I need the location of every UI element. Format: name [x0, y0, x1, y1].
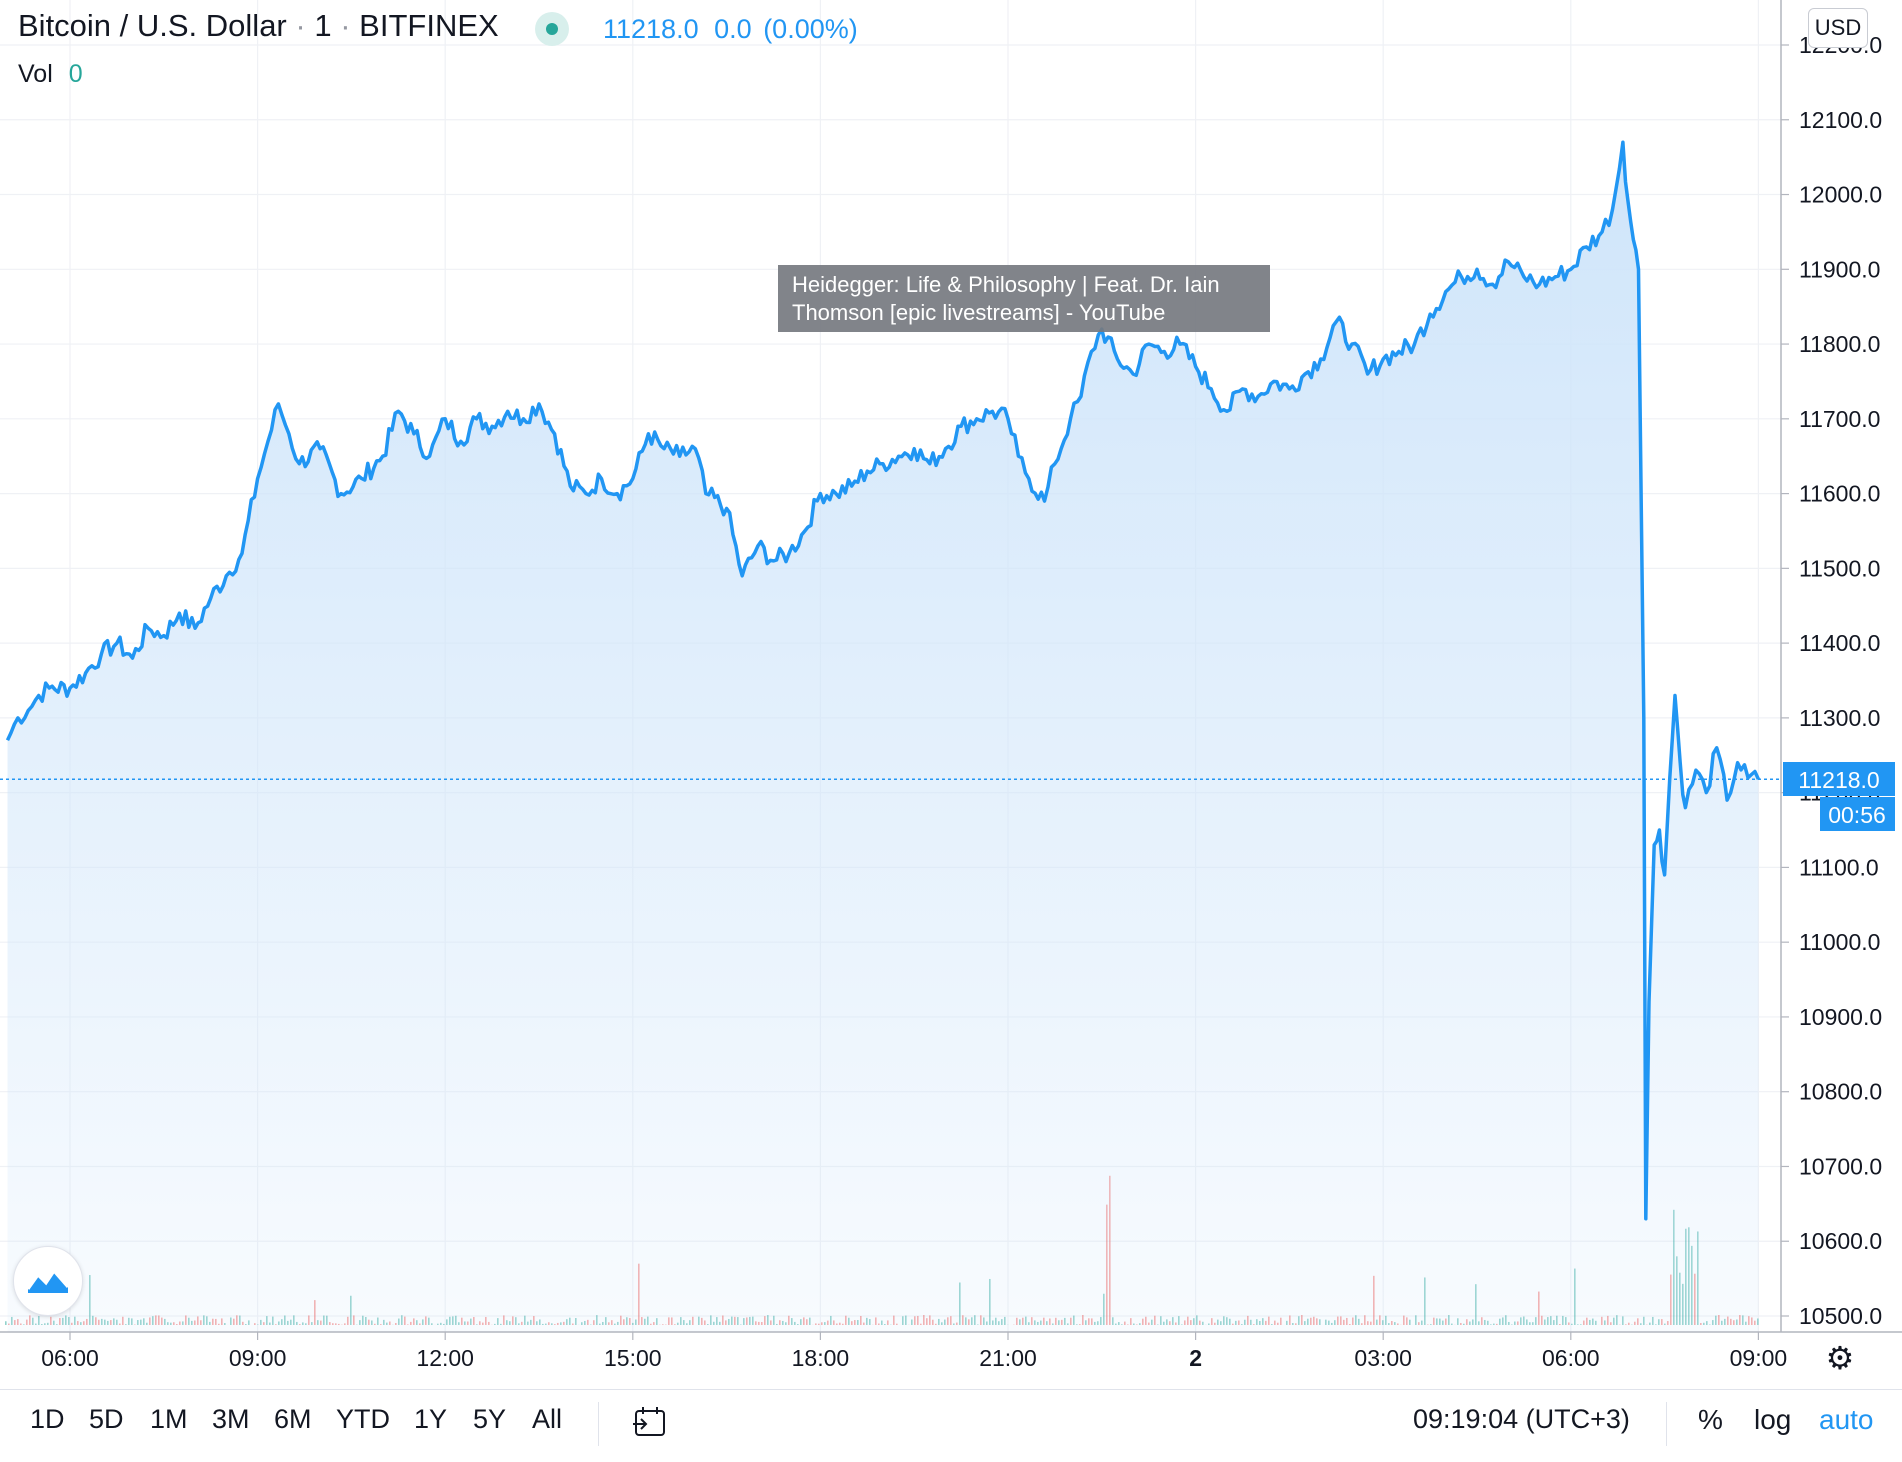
countdown-tag-value: 00:56 [1828, 802, 1886, 828]
y-tick-label: 11300.0 [1799, 705, 1880, 731]
header-separator: · [295, 8, 306, 43]
range-button-1m[interactable]: 1M [150, 1404, 188, 1434]
volume-bar [5, 1321, 7, 1325]
x-tick-label: 09:00 [229, 1345, 287, 1371]
x-tick-label: 03:00 [1354, 1345, 1412, 1371]
timezone-clock[interactable]: 09:19:04 (UTC+3) [1413, 1404, 1630, 1434]
y-tick-label: 10800.0 [1799, 1079, 1882, 1105]
x-tick-label: 2 [1189, 1345, 1202, 1371]
range-button-5d[interactable]: 5D [89, 1404, 124, 1434]
symbol-name: Bitcoin / U.S. Dollar [18, 8, 287, 43]
price-tag: 11218.0 00:56 [1783, 762, 1895, 831]
auto-scale-toggle[interactable]: auto [1819, 1404, 1874, 1435]
percent-scale-toggle[interactable]: % [1698, 1404, 1723, 1435]
tradingview-logo-icon[interactable] [13, 1246, 83, 1316]
market-status-icon[interactable] [535, 12, 569, 46]
last-price: 11218.0 [603, 14, 699, 44]
y-tick-label: 10900.0 [1799, 1004, 1882, 1030]
y-tick-label: 11500.0 [1799, 555, 1880, 581]
x-tick-label: 15:00 [604, 1345, 662, 1371]
range-button-1y[interactable]: 1Y [414, 1404, 448, 1434]
toolbar-divider [598, 1402, 599, 1446]
symbol-exchange: BITFINEX [359, 8, 499, 43]
x-tick-label: 12:00 [416, 1345, 474, 1371]
price-area-fill [7, 142, 1759, 1333]
price-chart[interactable]: 12200.012100.012000.011900.011800.011700… [0, 0, 1902, 1389]
tooltip-line-2: Thomson [epic livestreams] - YouTube [792, 300, 1166, 325]
volume-legend[interactable]: Vol 0 [18, 60, 83, 89]
y-tick-label: 11000.0 [1799, 929, 1880, 955]
y-tick-label: 11800.0 [1799, 331, 1880, 357]
x-tick-label: 06:00 [1542, 1345, 1600, 1371]
range-button-all[interactable]: All [532, 1404, 563, 1434]
y-tick-label: 11700.0 [1799, 406, 1880, 432]
currency-button[interactable]: USD [1808, 8, 1868, 48]
price-line [5, 140, 1760, 1221]
price-change-pct: (0.00%) [763, 14, 858, 44]
y-tick-label: 10500.0 [1799, 1303, 1882, 1329]
header-price: 11218.0 0.0 (0.00%) [603, 14, 858, 45]
x-tick-label: 06:00 [41, 1345, 99, 1371]
y-tick-label: 10600.0 [1799, 1228, 1882, 1254]
y-tick-label: 10700.0 [1799, 1153, 1882, 1179]
x-tick-label: 09:00 [1730, 1345, 1788, 1371]
range-button-1d[interactable]: 1D [30, 1404, 65, 1434]
price-tag-value: 11218.0 [1798, 767, 1879, 793]
calendar-goto-icon[interactable] [630, 1402, 670, 1442]
symbol-header[interactable]: Bitcoin / U.S. Dollar · 1 · BITFINEX [18, 8, 499, 44]
range-button-5y[interactable]: 5Y [473, 1404, 507, 1434]
range-button-6m[interactable]: 6M [274, 1404, 312, 1434]
time-axis[interactable]: 06:00 09:00 12:00 15:00 18:00 21:00 2 03:00 06:0… [41, 1332, 1787, 1371]
header-separator: · [340, 8, 351, 43]
browser-tooltip: Heidegger: Life & Philosophy | Feat. Dr.… [778, 265, 1270, 332]
volume-label: Vol [18, 60, 53, 88]
price-change: 0.0 [714, 14, 752, 44]
x-tick-label: 21:00 [979, 1345, 1037, 1371]
tooltip-line-1: Heidegger: Life & Philosophy | Feat. Dr.… [792, 272, 1220, 297]
y-tick-label: 12000.0 [1799, 182, 1882, 208]
y-tick-label: 11400.0 [1799, 630, 1880, 656]
y-tick-label: 11600.0 [1799, 481, 1880, 507]
symbol-interval: 1 [314, 8, 332, 43]
toolbar-divider [1666, 1402, 1667, 1446]
y-tick-label: 12100.0 [1799, 107, 1882, 133]
y-tick-label: 11100.0 [1799, 854, 1879, 880]
settings-gear-icon[interactable]: ⚙ [1825, 1340, 1855, 1376]
range-button-ytd[interactable]: YTD [336, 1404, 390, 1434]
bottom-toolbar: 1D 5D 1M 3M 6M YTD 1Y 5Y All 09:19:04 (U… [0, 1389, 1902, 1460]
range-button-3m[interactable]: 3M [212, 1404, 250, 1434]
log-scale-toggle[interactable]: log [1754, 1404, 1792, 1435]
x-tick-label: 18:00 [792, 1345, 850, 1371]
volume-value: 0 [68, 60, 83, 88]
y-tick-label: 11900.0 [1799, 256, 1880, 282]
price-axis[interactable]: 12200.012100.012000.011900.011800.011700… [1781, 32, 1882, 1329]
